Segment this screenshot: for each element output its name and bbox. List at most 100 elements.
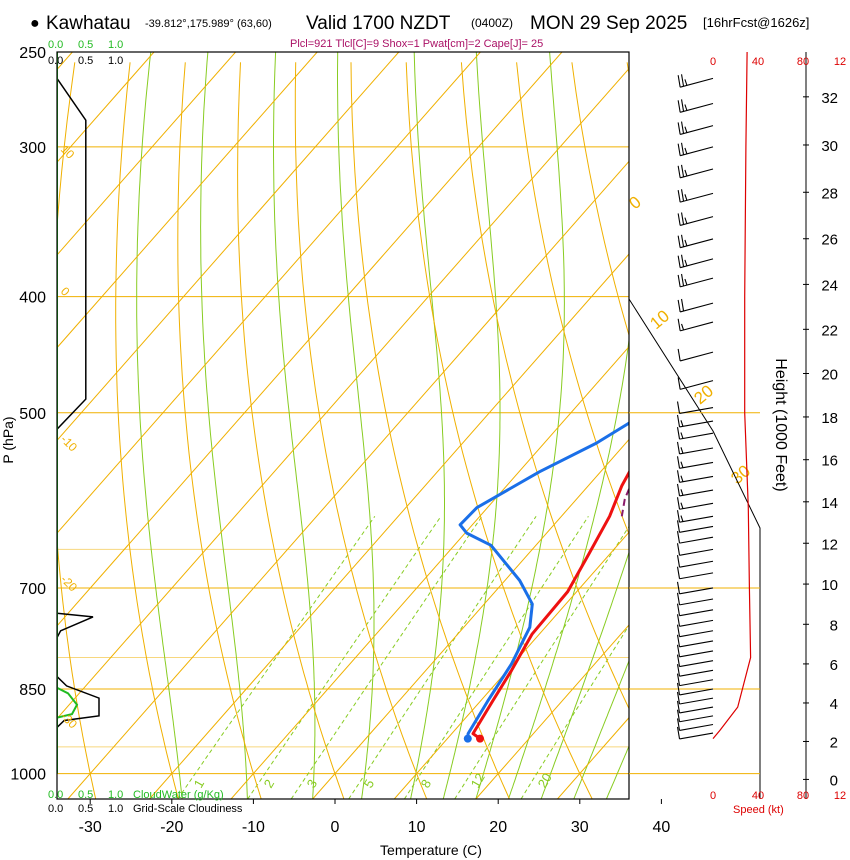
speed-tick-label: 80 bbox=[797, 56, 809, 68]
height-tick-label: 2 bbox=[830, 734, 838, 751]
temperature-tick-label: -30 bbox=[79, 819, 102, 836]
pressure-tick-label: 400 bbox=[19, 290, 46, 307]
top-cloudiness-scale: 0.0 0.5 1.0 bbox=[48, 55, 123, 67]
utc-time: (0400Z) bbox=[471, 16, 513, 30]
wind-barb bbox=[677, 164, 714, 179]
moist-adiabat-line bbox=[442, 52, 501, 799]
isotherm-line bbox=[57, 67, 629, 720]
wind-barb bbox=[676, 531, 714, 544]
mixing-ratio-lines bbox=[177, 516, 629, 799]
wind-barb bbox=[676, 634, 714, 648]
moist-adiabat-line bbox=[605, 744, 629, 799]
wind-barb bbox=[676, 700, 714, 714]
height-tick-label: 22 bbox=[821, 322, 838, 339]
dry-adiabat-line bbox=[460, 62, 629, 710]
moist-adiabat-line bbox=[540, 550, 629, 799]
dry-adiabat-line bbox=[516, 62, 629, 536]
wind-barb bbox=[676, 682, 714, 696]
height-tick-label: 28 bbox=[821, 185, 838, 202]
bottom-cw-0: 0.0 bbox=[48, 789, 63, 801]
dry-adiabats bbox=[57, 62, 850, 799]
pressure-tick-label: 500 bbox=[19, 406, 46, 423]
isotherm-line bbox=[639, 52, 850, 799]
height-tick-label: 18 bbox=[821, 410, 838, 427]
cloudiness-profile bbox=[57, 52, 100, 774]
station-bullet: ● bbox=[30, 15, 40, 32]
bottom-cl-0: 0.0 bbox=[48, 803, 63, 815]
surface-temperature-dot bbox=[476, 734, 485, 743]
cloudiness-line bbox=[57, 77, 100, 728]
temperature-line bbox=[471, 469, 629, 740]
wind-barb bbox=[677, 298, 714, 313]
height-tick-label: 20 bbox=[821, 366, 838, 383]
wind-barb bbox=[676, 592, 714, 606]
isotherm-line bbox=[57, 52, 481, 534]
parcel-path-line bbox=[620, 486, 629, 517]
y-axis-title: P (hPa) bbox=[0, 416, 16, 463]
mixing-ratio-line bbox=[290, 516, 483, 799]
bottom-cl-1: 0.5 bbox=[78, 803, 93, 815]
dry-adiabat-line bbox=[682, 62, 850, 799]
bottom-cl-2: 1.0 bbox=[108, 803, 123, 815]
dry-adiabat-line bbox=[571, 62, 629, 337]
mixing-ratio-line bbox=[177, 516, 376, 799]
wind-panel-frame bbox=[628, 298, 761, 799]
moist-adiabat-line bbox=[639, 52, 850, 799]
isotherm-line bbox=[57, 52, 400, 442]
valid-date: MON 29 Sep 2025 bbox=[530, 13, 687, 34]
isotherm-line bbox=[312, 438, 629, 799]
thermo-lines bbox=[57, 52, 850, 799]
pressure-axis-labels: 250 300 400 500 700 850 1000 bbox=[10, 45, 46, 784]
cloudwater-bulge bbox=[57, 686, 79, 719]
mixing-ratio-line bbox=[348, 516, 537, 799]
top-cw-0: 0.0 bbox=[48, 39, 63, 51]
wind-barb bbox=[676, 401, 714, 415]
adiabat-label: 10 bbox=[58, 142, 78, 162]
wind-barb bbox=[677, 74, 714, 88]
dewpoint-line bbox=[458, 421, 629, 739]
height-tick-label: 16 bbox=[821, 453, 838, 470]
mixing-ratio-line bbox=[454, 525, 629, 799]
wind-barb bbox=[676, 718, 714, 731]
wind-barb bbox=[676, 709, 714, 723]
moist-adiabat-line bbox=[410, 52, 445, 799]
speed-tick-label: 40 bbox=[752, 790, 764, 802]
wind-barb bbox=[676, 654, 714, 668]
forecast-info: [16hrFcst@1626z] bbox=[703, 15, 809, 30]
station-coords: -39.812°,175.989° (63,60) bbox=[145, 18, 272, 30]
moist-adiabat-line bbox=[337, 52, 375, 799]
wind-barb bbox=[676, 510, 714, 523]
wind-barb bbox=[677, 273, 714, 288]
isotherm-line bbox=[67, 160, 629, 799]
sounding-profiles bbox=[458, 421, 629, 743]
wind-barb bbox=[677, 318, 714, 332]
isotherm-line bbox=[57, 52, 563, 627]
bottom-cw-1: 0.5 bbox=[78, 789, 93, 801]
mixing-ratio-line bbox=[403, 516, 589, 799]
moist-adiabat-line bbox=[508, 336, 629, 799]
speed-tick-label: 12 bbox=[834, 56, 846, 68]
speed-tick-label: 12 bbox=[834, 790, 846, 802]
isotherm-line bbox=[149, 253, 629, 799]
temperature-tick-label: 30 bbox=[571, 819, 589, 836]
wind-speed-profile bbox=[712, 51, 752, 739]
isotherm-line bbox=[57, 52, 318, 349]
mixing-ratio-label: 3 bbox=[304, 777, 321, 791]
isotherm-line bbox=[475, 624, 629, 799]
plot-frame bbox=[56, 51, 630, 800]
pressure-tick-label: 850 bbox=[19, 682, 46, 699]
wind-barb bbox=[676, 456, 714, 469]
wind-barb bbox=[676, 691, 714, 705]
wind-barb bbox=[676, 483, 714, 497]
dry-adiabat-line bbox=[626, 62, 629, 77]
temperature-axis-labels: -30 -20 -10 0 10 20 30 40 bbox=[79, 799, 670, 836]
pressure-tick-label: 700 bbox=[19, 581, 46, 598]
mixing-ratio-label: 2 bbox=[261, 777, 278, 791]
height-tick-label: 32 bbox=[821, 90, 838, 107]
wind-barb bbox=[677, 234, 714, 249]
speed-tick-label: 0 bbox=[710, 790, 716, 802]
pressure-tick-label: 300 bbox=[19, 140, 46, 157]
mixing-ratio-label: 20 bbox=[535, 770, 555, 790]
